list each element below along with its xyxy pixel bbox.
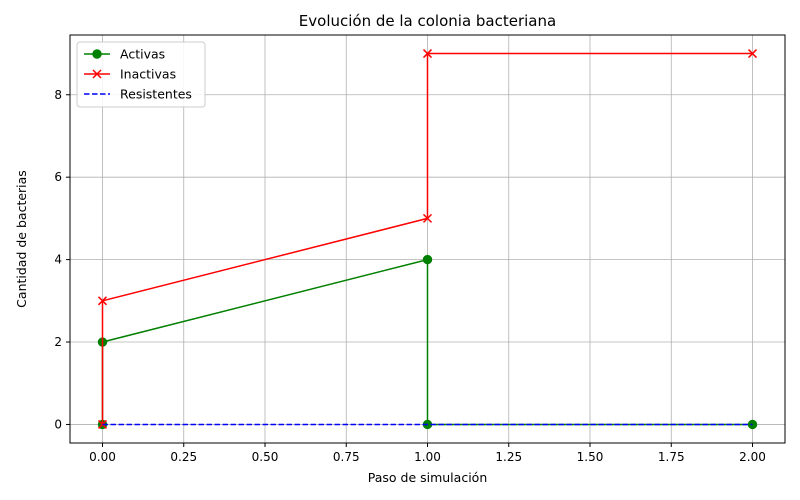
x-tick-label: 1.00 (414, 450, 441, 464)
legend-label-activas: Activas (120, 47, 165, 62)
x-marker-stroke (422, 49, 433, 59)
y-axis-label: Cantidad de bacterias (14, 170, 29, 308)
x-tick-label: 1.25 (495, 450, 522, 464)
y-tick-label: 8 (54, 88, 62, 102)
legend-item-inactivas: Inactivas (84, 67, 176, 82)
y-tick-label: 6 (54, 170, 62, 184)
y-tick-label: 4 (54, 253, 62, 267)
x-tick-label: 1.50 (577, 450, 604, 464)
x-tick-label: 0.25 (170, 450, 197, 464)
data-point-inactivas (422, 49, 433, 59)
series-inactivas (97, 49, 758, 429)
series-group (97, 49, 758, 430)
x-tick-label: 1.75 (658, 450, 685, 464)
x-tick-label: 0.75 (333, 450, 360, 464)
x-tick-label: 2.00 (739, 450, 766, 464)
x-axis-label: Paso de simulación (368, 470, 488, 485)
y-tick-label: 2 (54, 335, 62, 349)
chart-title: Evolución de la colonia bacteriana (299, 12, 556, 30)
legend-box (76, 41, 206, 108)
legend-marker-activas (92, 49, 102, 59)
data-point-inactivas (97, 296, 108, 306)
data-point-activas (422, 254, 433, 265)
x-tick-label: 0.00 (89, 450, 116, 464)
legend-marker-inactivas (92, 69, 102, 79)
legend-item-resistentes: Resistentes (84, 87, 192, 102)
data-point-inactivas (747, 49, 758, 59)
legend-item-activas: Activas (84, 47, 165, 62)
x-marker-stroke (92, 69, 102, 79)
legend-label-resistentes: Resistentes (120, 87, 192, 102)
x-tick-label: 0.50 (252, 450, 279, 464)
axis-ticks: 0.00 0.25 0.50 0.75 1.00 1.25 1.50 1.75 2.00 0 2 4 6… (54, 88, 766, 464)
x-marker-stroke (747, 49, 758, 59)
legend: Activas Inactivas Resistentes (76, 41, 206, 108)
x-marker-stroke (422, 213, 433, 223)
legend-label-inactivas: Inactivas (120, 67, 176, 82)
data-point-inactivas (422, 213, 433, 223)
y-tick-label: 0 (54, 417, 62, 431)
x-marker-stroke (97, 296, 108, 306)
